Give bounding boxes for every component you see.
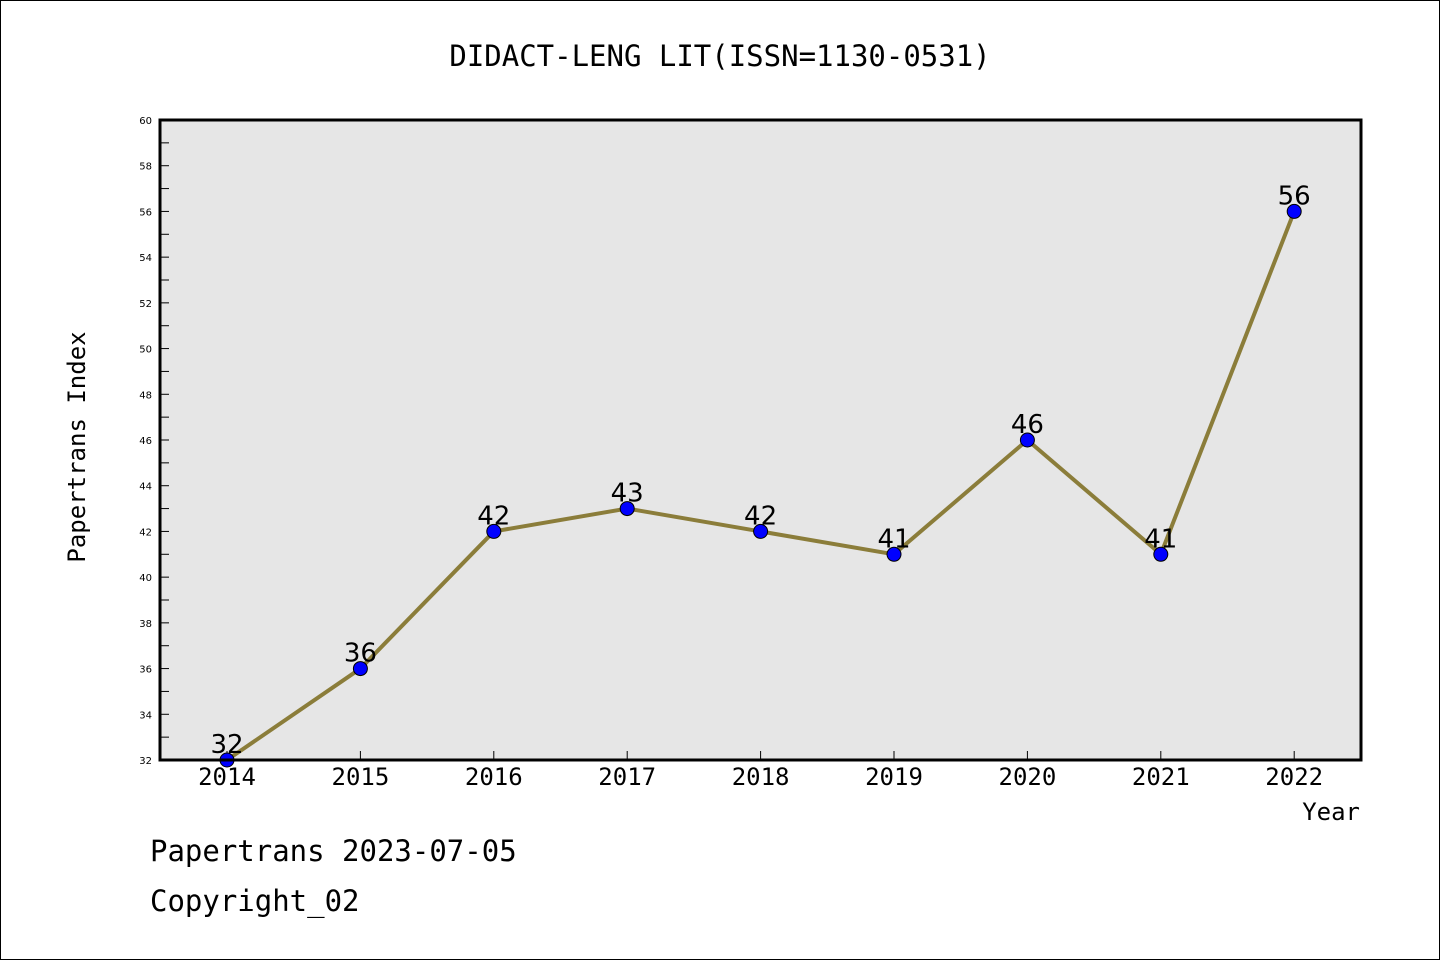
y-tick-label: 54 — [139, 253, 152, 264]
data-label: 43 — [611, 479, 644, 509]
data-point — [1153, 546, 1169, 562]
data-point — [753, 523, 769, 539]
y-tick-label: 40 — [139, 573, 152, 584]
y-tick-label: 42 — [139, 527, 152, 538]
y-tick-label: 32 — [139, 756, 152, 767]
data-point — [619, 501, 635, 517]
y-tick-label: 50 — [139, 345, 152, 356]
y-tick-label: 34 — [139, 710, 152, 721]
x-axis-label: Year — [1302, 798, 1360, 826]
data-label: 36 — [344, 639, 377, 669]
x-tick-label: 2014 — [198, 763, 256, 791]
y-tick-label: 48 — [139, 390, 152, 401]
y-tick-label: 56 — [139, 207, 152, 218]
data-point — [1019, 432, 1035, 448]
footer-date-text: Papertrans 2023-07-05 — [150, 834, 517, 868]
x-tick-label: 2019 — [865, 763, 923, 791]
y-tick-label: 46 — [139, 436, 152, 447]
data-point — [1286, 203, 1302, 219]
y-tick-label: 60 — [139, 116, 152, 127]
y-tick-label: 58 — [139, 162, 152, 173]
x-tick-label: 2018 — [732, 763, 790, 791]
data-label: 42 — [744, 501, 777, 531]
y-tick-label: 52 — [139, 299, 152, 310]
y-tick-label: 36 — [139, 665, 152, 676]
x-tick-label: 2016 — [465, 763, 523, 791]
x-tick-label: 2022 — [1265, 763, 1323, 791]
x-tick-label: 2017 — [598, 763, 656, 791]
data-label: 41 — [1144, 524, 1177, 554]
x-axis: 2014 2015 2016 2017 2018 2019 2020 2021 2022 — [198, 751, 1323, 791]
data-label: 42 — [477, 501, 510, 531]
data-label: 46 — [1011, 410, 1044, 440]
x-tick-label: 2015 — [332, 763, 390, 791]
chart-title: DIDACT-LENG LIT(ISSN=1130-0531) — [449, 39, 990, 73]
footer-copyright-text: Copyright_02 — [150, 884, 360, 918]
data-label: 56 — [1278, 181, 1311, 211]
data-labels: 32 36 42 43 42 41 46 41 56 — [210, 181, 1310, 760]
data-label: 32 — [210, 730, 243, 760]
data-point — [486, 523, 502, 539]
data-label: 41 — [877, 524, 910, 554]
y-tick-label: 38 — [139, 619, 152, 630]
data-point — [352, 661, 368, 677]
y-tick-label: 44 — [139, 482, 152, 493]
x-tick-label: 2021 — [1132, 763, 1190, 791]
data-points — [219, 203, 1302, 768]
plot-border — [158, 118, 1363, 762]
y-axis-label: Papertrans Index — [63, 331, 91, 562]
plot-area — [160, 120, 1361, 760]
data-point — [886, 546, 902, 562]
x-tick-label: 2020 — [999, 763, 1057, 791]
y-axis: 32 34 36 38 40 42 44 46 48 50 52 54 56 58 60 — [139, 116, 169, 767]
